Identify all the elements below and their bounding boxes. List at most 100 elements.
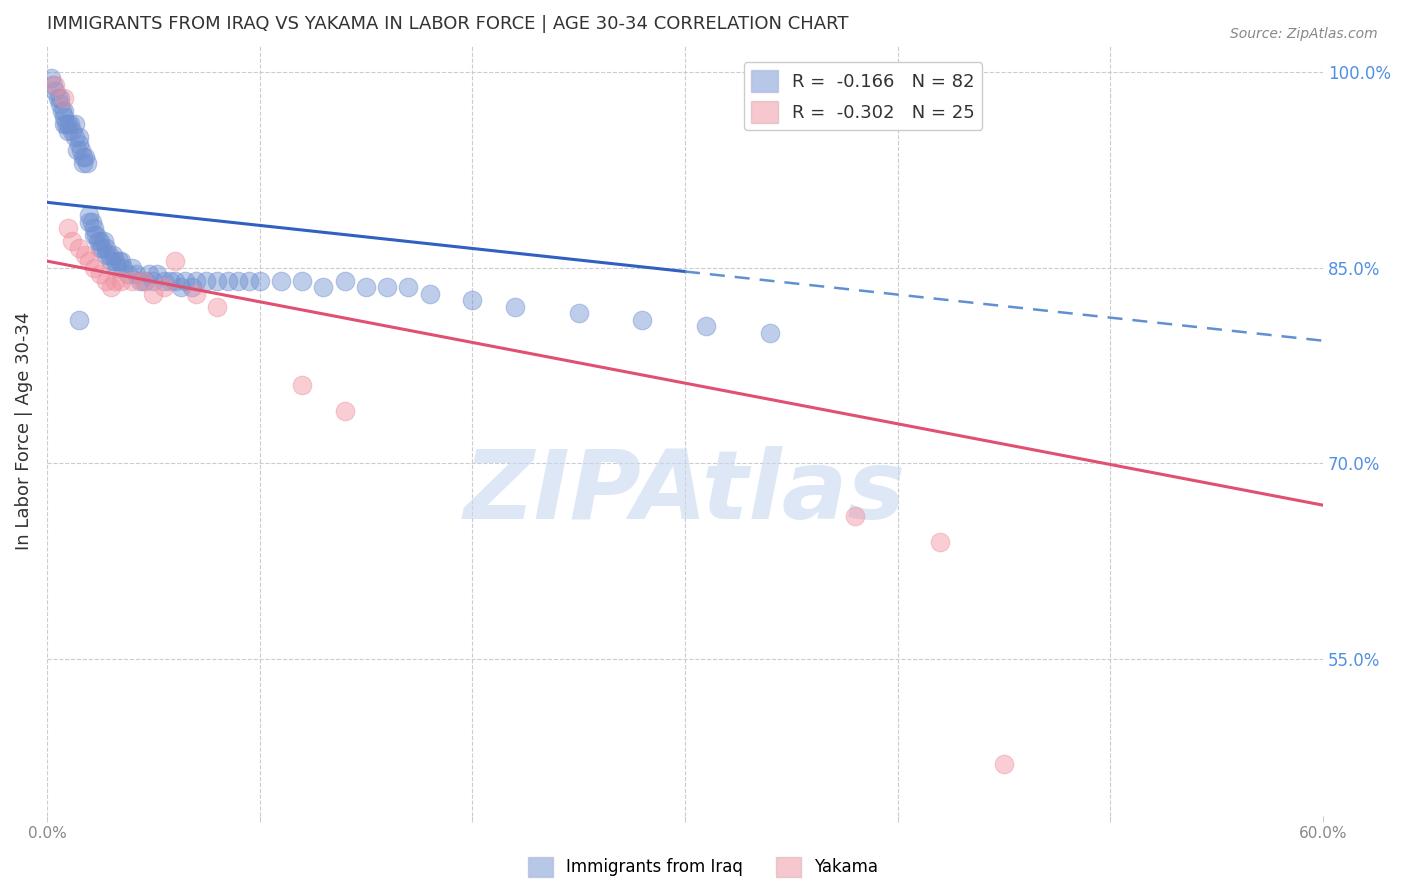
Point	[93, 235, 115, 249]
Point	[96, 247, 118, 261]
Text: IMMIGRANTS FROM IRAQ VS YAKAMA IN LABOR FORCE | AGE 30-34 CORRELATION CHART: IMMIGRANTS FROM IRAQ VS YAKAMA IN LABOR …	[46, 15, 848, 33]
Point	[333, 404, 356, 418]
Point	[333, 274, 356, 288]
Point	[79, 208, 101, 222]
Point	[80, 215, 103, 229]
Point	[63, 117, 86, 131]
Point	[759, 326, 782, 340]
Point	[110, 274, 132, 288]
Point	[66, 143, 89, 157]
Point	[100, 254, 122, 268]
Point	[67, 136, 90, 151]
Point	[46, 91, 69, 105]
Point	[153, 274, 176, 288]
Point	[89, 235, 111, 249]
Point	[108, 254, 131, 268]
Point	[184, 286, 207, 301]
Point	[52, 117, 75, 131]
Point	[419, 286, 441, 301]
Point	[121, 260, 143, 275]
Point	[138, 267, 160, 281]
Point	[56, 123, 79, 137]
Point	[291, 274, 314, 288]
Point	[79, 254, 101, 268]
Point	[270, 274, 292, 288]
Point	[503, 300, 526, 314]
Legend: Immigrants from Iraq, Yakama: Immigrants from Iraq, Yakama	[520, 850, 886, 884]
Legend: R =  -0.166   N = 82, R =  -0.302   N = 25: R = -0.166 N = 82, R = -0.302 N = 25	[744, 62, 983, 130]
Point	[56, 117, 79, 131]
Point	[39, 71, 62, 86]
Point	[631, 313, 654, 327]
Point	[238, 274, 260, 288]
Point	[125, 267, 148, 281]
Point	[89, 267, 111, 281]
Point	[205, 300, 228, 314]
Point	[97, 247, 120, 261]
Point	[153, 280, 176, 294]
Point	[56, 221, 79, 235]
Text: Source: ZipAtlas.com: Source: ZipAtlas.com	[1230, 27, 1378, 41]
Point	[354, 280, 377, 294]
Point	[55, 117, 77, 131]
Point	[59, 117, 82, 131]
Point	[75, 150, 97, 164]
Point	[44, 84, 66, 98]
Point	[72, 150, 94, 164]
Point	[110, 254, 132, 268]
Point	[568, 306, 591, 320]
Point	[146, 267, 169, 281]
Text: ZIPAtlas: ZIPAtlas	[464, 446, 905, 539]
Point	[96, 274, 118, 288]
Point	[695, 319, 717, 334]
Point	[312, 280, 335, 294]
Point	[993, 756, 1015, 771]
Point	[217, 274, 239, 288]
Point	[48, 97, 70, 112]
Point	[461, 293, 484, 308]
Point	[72, 156, 94, 170]
Point	[112, 260, 135, 275]
Point	[42, 78, 65, 92]
Point	[84, 227, 107, 242]
Point	[142, 286, 165, 301]
Point	[929, 534, 952, 549]
Point	[398, 280, 420, 294]
Point	[170, 280, 193, 294]
Point	[291, 378, 314, 392]
Point	[205, 274, 228, 288]
Point	[87, 235, 110, 249]
Point	[159, 274, 181, 288]
Point	[129, 274, 152, 288]
Point	[67, 313, 90, 327]
Point	[67, 130, 90, 145]
Point	[83, 260, 105, 275]
Point	[100, 280, 122, 294]
Point	[184, 274, 207, 288]
Point	[96, 241, 118, 255]
Point	[67, 241, 90, 255]
Point	[195, 274, 218, 288]
Point	[83, 221, 105, 235]
Point	[163, 274, 186, 288]
Point	[83, 227, 105, 242]
Point	[375, 280, 398, 294]
Point	[105, 260, 128, 275]
Point	[52, 91, 75, 105]
Point	[142, 274, 165, 288]
Point	[63, 130, 86, 145]
Point	[121, 274, 143, 288]
Point	[48, 91, 70, 105]
Point	[62, 235, 84, 249]
Point	[163, 254, 186, 268]
Point	[76, 156, 98, 170]
Point	[180, 280, 202, 294]
Point	[52, 103, 75, 118]
Point	[52, 111, 75, 125]
Point	[89, 241, 111, 255]
Point	[104, 274, 127, 288]
Point	[62, 123, 84, 137]
Point	[844, 508, 866, 523]
Point	[101, 247, 124, 261]
Point	[249, 274, 271, 288]
